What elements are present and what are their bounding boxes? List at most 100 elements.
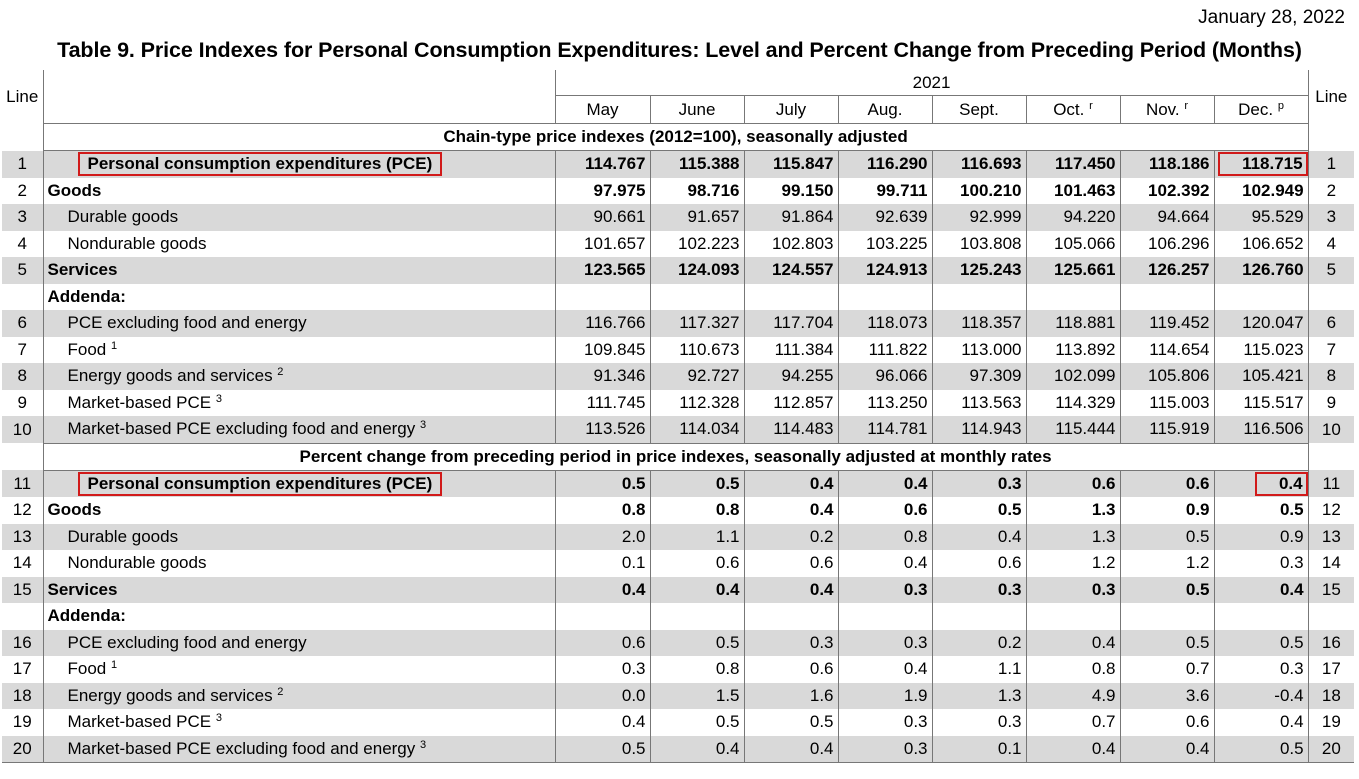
value-cell: 0.8 xyxy=(838,523,933,550)
value-cell: 118.073 xyxy=(838,310,933,337)
month-header: July xyxy=(744,95,839,124)
table-row: 1 Personal consumption expenditures (PCE)… xyxy=(2,150,1355,178)
value-cell: 101.657 xyxy=(555,230,651,257)
value-cell: 90.661 xyxy=(555,204,651,231)
row-label: Durable goods xyxy=(43,523,556,550)
table-row: 10 Market-based PCE excluding food and en… xyxy=(2,416,1355,443)
highlight-box: 0.4 xyxy=(1254,471,1308,496)
value-cell: 0.4 xyxy=(838,470,933,497)
value-cell: 126.760 xyxy=(1214,257,1309,284)
row-label: Durable goods xyxy=(43,204,556,231)
row-label: Addenda: xyxy=(43,283,556,310)
value-cell: 126.257 xyxy=(1120,257,1215,284)
table-row: 14 Nondurable goods 0.1 0.6 0.6 0.4 0.6 1.2 1.2 0… xyxy=(2,550,1354,577)
row-label: PCE excluding food and energy xyxy=(43,629,556,656)
value-cell: 0.7 xyxy=(1120,656,1215,683)
value-cell: 1.2 xyxy=(1026,550,1121,577)
value-cell: 0.4 xyxy=(932,523,1027,550)
value-cell xyxy=(838,283,933,310)
value-cell: 115.003 xyxy=(1120,389,1215,416)
value-cell: 4.9 xyxy=(1026,682,1121,709)
line-number: 2 xyxy=(2,177,44,204)
year-header: 2021 xyxy=(555,70,1309,96)
value-cell: 0.4 xyxy=(838,550,933,577)
value-cell xyxy=(650,283,745,310)
row-label: Addenda: xyxy=(43,603,556,630)
month-header: Nov. r xyxy=(1120,95,1215,124)
value-cell: 0.4 xyxy=(744,470,839,497)
table-row: 20 Market-based PCE excluding food and en… xyxy=(2,735,1355,763)
value-cell: 0.4 xyxy=(744,576,839,603)
value-cell: 113.250 xyxy=(838,389,933,416)
value-cell xyxy=(555,603,651,630)
line-number: 11 xyxy=(1308,470,1355,497)
value-cell: 0.5 xyxy=(744,709,839,736)
value-cell: 124.093 xyxy=(650,257,745,284)
value-cell: 0.6 xyxy=(1026,470,1121,497)
value-cell: 0.3 xyxy=(1214,656,1309,683)
value-cell: 1.3 xyxy=(1026,523,1121,550)
value-cell xyxy=(1214,603,1309,630)
value-cell: 96.066 xyxy=(838,363,933,390)
table-row: 4 Nondurable goods 101.657 102.223 102.803 10… xyxy=(2,230,1354,257)
value-cell xyxy=(744,283,839,310)
line-number: 10 xyxy=(1308,416,1355,443)
line-number: 20 xyxy=(2,735,44,763)
value-cell: 97.309 xyxy=(932,363,1027,390)
row-label: Nondurable goods xyxy=(43,230,556,257)
line-number: 20 xyxy=(1308,735,1355,763)
line-number: 7 xyxy=(2,336,44,363)
value-cell: 114.654 xyxy=(1120,336,1215,363)
value-cell: 92.639 xyxy=(838,204,933,231)
table-row: 5 Services 123.565 124.093 124.557 124.913 125… xyxy=(2,257,1355,284)
value-cell: 0.6 xyxy=(838,497,933,524)
value-cell: 91.864 xyxy=(744,204,839,231)
value-cell: 1.9 xyxy=(838,682,933,709)
footnote-marker: 1 xyxy=(110,339,118,352)
value-cell: 101.463 xyxy=(1026,177,1121,204)
line-number: 8 xyxy=(2,363,44,390)
value-cell: 0.3 xyxy=(744,629,839,656)
line-number xyxy=(1308,284,1354,311)
value-cell: 0.4 xyxy=(555,709,651,736)
value-cell: 102.392 xyxy=(1120,177,1215,204)
value-cell: 0.3 xyxy=(838,629,933,656)
value-cell: 0.8 xyxy=(555,497,651,524)
table-row: 2 Goods 97.975 98.716 99.150 99.711 100.210 101… xyxy=(2,177,1354,204)
row-label: Food 1 xyxy=(43,656,556,683)
value-cell: 0.4 xyxy=(1214,470,1309,497)
line-number: 14 xyxy=(2,550,44,577)
value-cell: 0.3 xyxy=(932,470,1027,497)
value-cell: 109.845 xyxy=(555,336,651,363)
table-row: 8 Energy goods and services 2 91.346 92.727… xyxy=(2,363,1355,390)
value-cell: 115.517 xyxy=(1214,389,1309,416)
row-label: Market-based PCE 3 xyxy=(43,389,556,416)
line-number: 19 xyxy=(2,709,44,736)
section-line-spacer xyxy=(1308,443,1354,470)
row-label: Food 1 xyxy=(43,336,556,363)
line-number: 5 xyxy=(1308,257,1355,284)
value-cell: 0.0 xyxy=(555,682,651,709)
footnote-marker: 3 xyxy=(420,738,427,751)
line-header-right: Line xyxy=(1315,86,1348,106)
value-cell: 0.3 xyxy=(1214,550,1309,577)
revision-marker: r xyxy=(1184,99,1189,112)
value-cell: 116.290 xyxy=(838,150,933,178)
table-row: 19 Market-based PCE 3 0.4 0.5 0.5 0.3 0.3 0.7 0.… xyxy=(2,709,1354,736)
line-number: 3 xyxy=(1308,204,1355,231)
line-number: 12 xyxy=(1321,500,1341,520)
month-header: Sept. xyxy=(932,95,1027,124)
value-cell: 0.3 xyxy=(555,656,651,683)
value-cell: 0.9 xyxy=(1214,523,1309,550)
revision-marker: p xyxy=(1277,99,1284,112)
value-cell xyxy=(932,283,1027,310)
value-cell: 113.000 xyxy=(932,336,1027,363)
line-number: 13 xyxy=(1308,523,1355,550)
line-number: 16 xyxy=(1308,629,1355,656)
value-cell: 0.6 xyxy=(744,550,839,577)
value-cell: 118.186 xyxy=(1120,150,1215,178)
value-cell: 116.693 xyxy=(932,150,1027,178)
value-cell: 115.919 xyxy=(1120,416,1215,443)
value-cell: 116.506 xyxy=(1214,416,1309,443)
month-header: May xyxy=(555,95,651,124)
